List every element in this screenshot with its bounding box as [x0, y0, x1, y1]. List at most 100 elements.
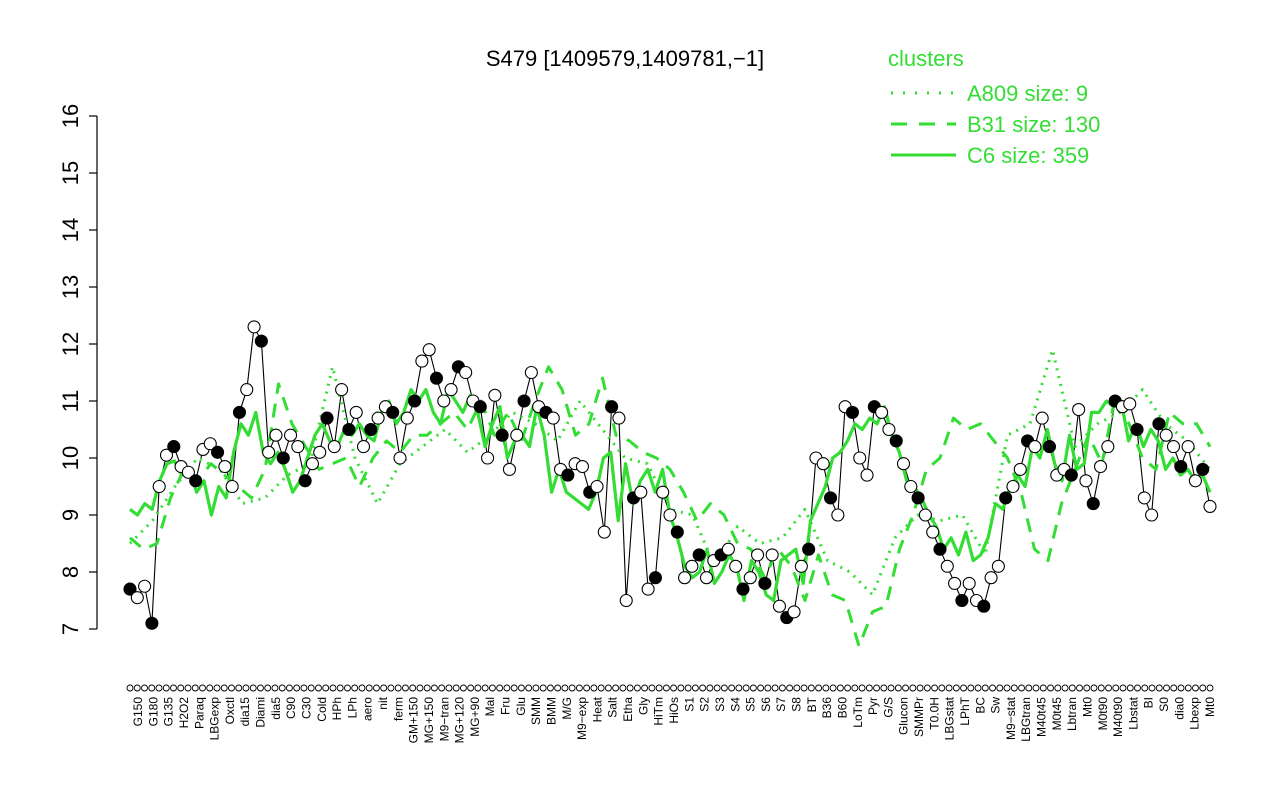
x-tick-label: HPh: [330, 697, 344, 720]
x-rug-mark: [684, 684, 692, 692]
x-rug-mark: [213, 684, 221, 692]
data-point: [999, 491, 1013, 505]
data-point: [1006, 479, 1020, 494]
x-rug-mark: [633, 684, 641, 692]
x-tick-label: Oxctl: [223, 697, 237, 724]
x-rug-mark: [539, 684, 547, 692]
y-tick-label: 11: [58, 390, 83, 413]
x-tick-label: dia15: [238, 697, 252, 727]
data-point: [305, 457, 319, 471]
data-point: [313, 445, 327, 459]
x-rug-mark: [873, 684, 881, 692]
data-point: [612, 411, 626, 425]
x-tick-label: BMM: [544, 697, 558, 725]
x-rug-mark: [1206, 684, 1214, 692]
data-point: [729, 559, 743, 573]
x-rug-mark: [191, 684, 199, 692]
x-rug-mark: [807, 684, 815, 692]
x-tick-label: M40t45: [1035, 697, 1049, 737]
x-rug-mark: [815, 684, 823, 692]
x-rug-mark: [380, 684, 388, 692]
data-point: [276, 451, 290, 465]
x-tick-label: GM+150: [407, 697, 421, 744]
x-tick-label: LoTm: [851, 697, 865, 728]
x-rug-mark: [459, 684, 467, 692]
x-rug-mark: [793, 684, 801, 692]
x-tick-label: Mal: [483, 697, 497, 716]
x-rug-mark: [438, 684, 446, 692]
x-tick-label: aero: [361, 697, 375, 721]
data-point: [1166, 440, 1181, 454]
data-point: [400, 411, 414, 425]
x-tick-label: dia5: [269, 697, 283, 720]
data-point: [189, 474, 203, 488]
x-tick-label: S7: [774, 697, 788, 712]
x-tick-label: S1: [682, 697, 696, 712]
data-point: [342, 422, 356, 437]
x-tick-label: Gly: [636, 697, 650, 715]
x-rug-mark: [271, 684, 279, 692]
x-tick-label: Paraq: [192, 697, 206, 729]
x-rug-mark: [1061, 684, 1069, 692]
data-point: [524, 365, 538, 380]
x-tick-label: S5: [744, 697, 758, 712]
data-point: [940, 559, 954, 573]
x-rug-mark: [974, 684, 982, 692]
x-rug-mark: [293, 684, 301, 692]
x-rug-mark: [162, 684, 170, 692]
data-point: [225, 479, 239, 494]
x-rug-mark: [604, 684, 612, 692]
x-tick-label: Lbexp: [1188, 697, 1202, 730]
x-tick-label: M0t45: [1050, 697, 1064, 731]
data-point: [948, 576, 962, 590]
y-tick-label: 7: [58, 623, 83, 635]
x-rug-mark: [786, 684, 794, 692]
x-rug-mark: [706, 684, 714, 692]
x-rug-mark: [141, 684, 148, 692]
y-tick-label: 16: [58, 104, 83, 128]
series-line-b31: [129, 365, 1212, 648]
x-rug-mark: [1010, 684, 1018, 692]
x-tick-label: S3: [713, 697, 727, 712]
x-rug-mark: [416, 684, 424, 692]
data-point: [502, 462, 517, 476]
x-rug-mark: [510, 684, 518, 692]
x-rug-mark: [720, 684, 728, 692]
data-point: [904, 479, 918, 494]
data-point: [991, 559, 1005, 573]
data-point: [933, 542, 947, 556]
x-rug-mark: [1184, 684, 1192, 692]
series-line-s479: [129, 325, 1211, 624]
data-point: [699, 571, 714, 585]
x-axis-ticks: G150 G180 G135 H2O2 Paraq LBGexp Oxctl dia15 Dia…: [126, 684, 1217, 744]
x-rug-mark: [749, 684, 757, 692]
data-point: [327, 440, 341, 454]
x-rug-mark: [945, 684, 953, 692]
data-point: [889, 434, 903, 448]
data-point: [641, 582, 655, 596]
data-point: [875, 405, 889, 419]
x-rug-mark: [858, 684, 866, 692]
data-point: [1130, 422, 1144, 437]
x-rug-mark: [315, 684, 322, 692]
data-point: [1086, 497, 1100, 511]
data-point: [247, 320, 261, 334]
x-tick-label: B60: [835, 697, 849, 719]
x-rug-mark: [612, 684, 620, 692]
x-rug-mark: [1025, 684, 1033, 692]
legend-label: C6 size: 359: [967, 143, 1089, 168]
data-point: [1159, 428, 1173, 442]
data-point: [911, 491, 925, 505]
x-tick-label: SMM: [529, 697, 543, 725]
x-rug-mark: [967, 684, 975, 692]
data-point: [670, 525, 684, 539]
data-point: [291, 440, 305, 454]
data-point: [167, 440, 181, 454]
data-point: [561, 468, 575, 482]
data-point: [393, 451, 407, 465]
data-point: [1035, 411, 1049, 425]
x-tick-label: Glucon: [897, 697, 911, 735]
x-tick-label: SMMPr: [912, 697, 926, 737]
x-tick-label: Salt: [606, 696, 620, 717]
